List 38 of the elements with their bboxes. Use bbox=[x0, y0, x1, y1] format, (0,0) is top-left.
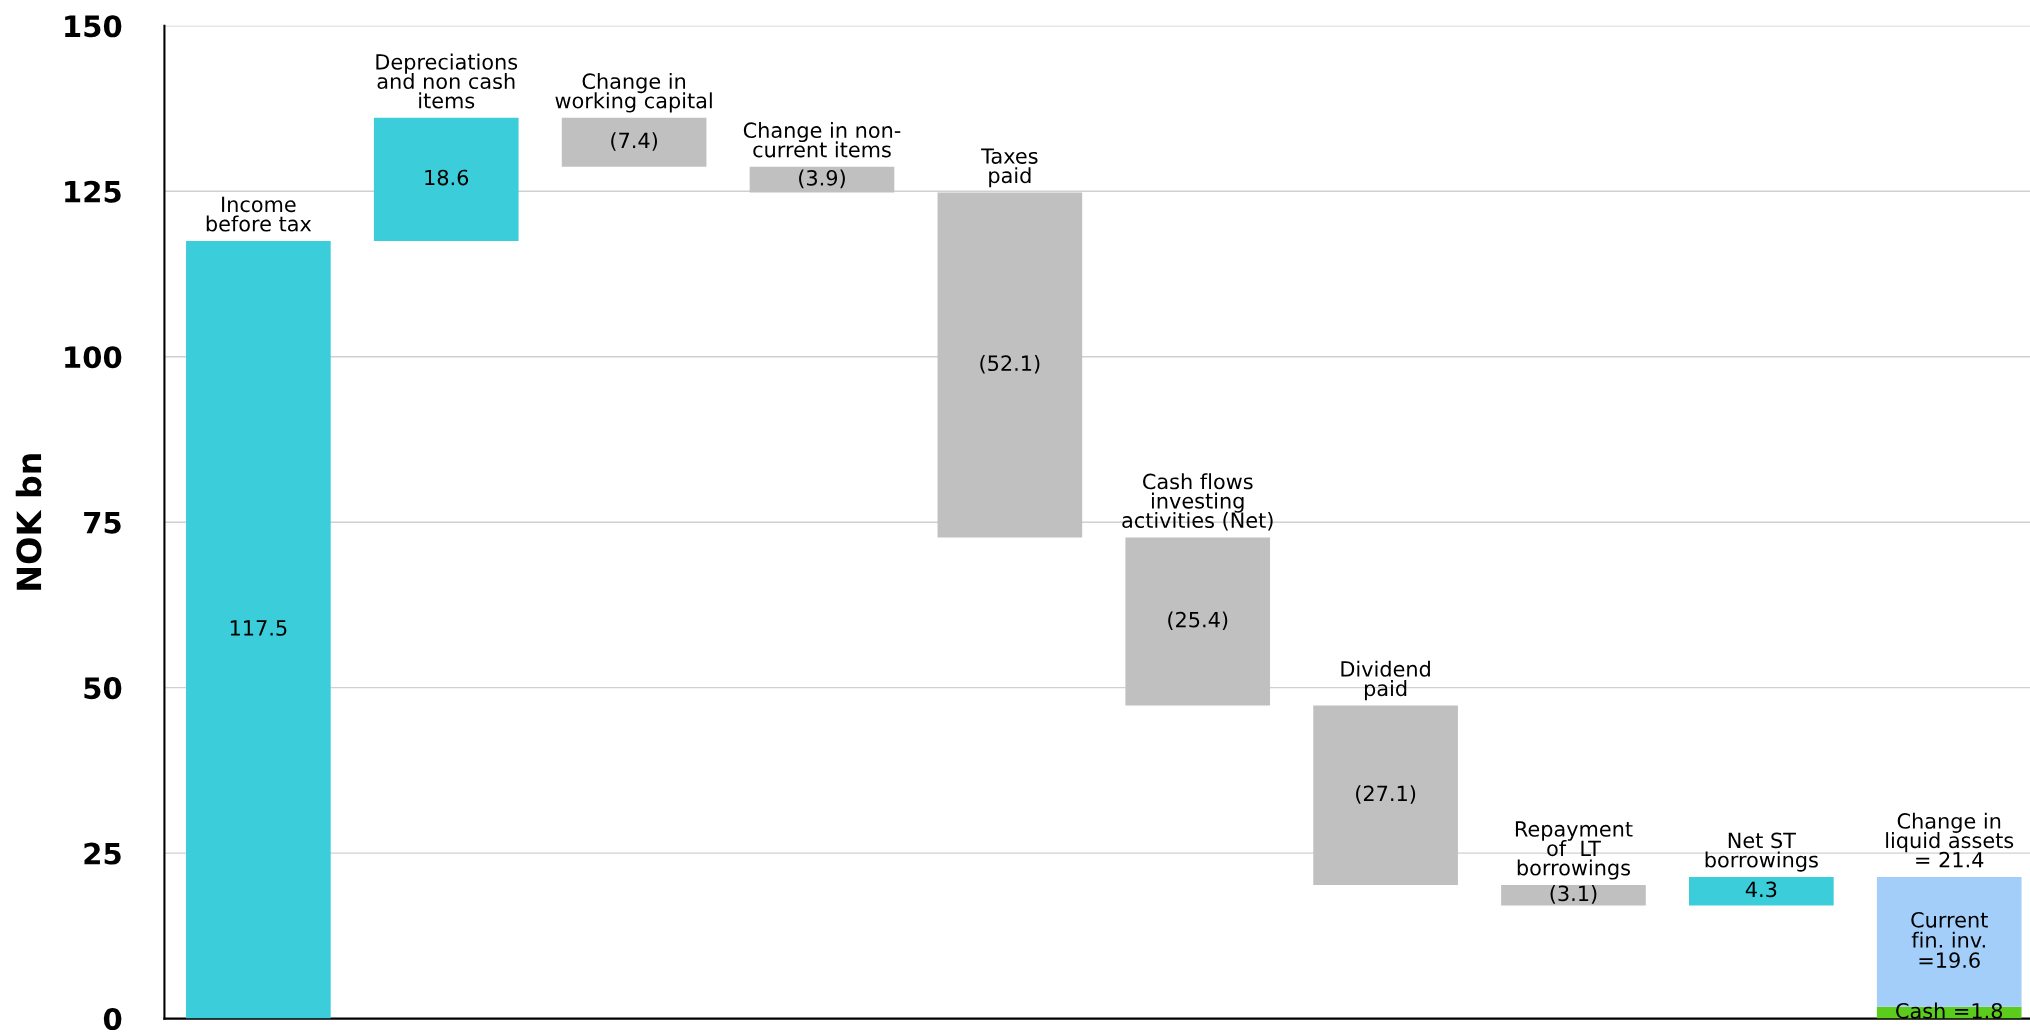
x-tick-label: Dividend paid bbox=[1341, 660, 1430, 701]
y-tick-label: 0 bbox=[103, 1008, 122, 1031]
x-tick-label: Cash flows investing activities (Net) bbox=[1122, 473, 1273, 531]
x-tick-label: Change in liquid assets = 21.4 bbox=[1886, 812, 2014, 868]
bar bbox=[186, 240, 331, 1019]
bar bbox=[937, 192, 1083, 538]
data-label: 4.3 bbox=[1745, 881, 1777, 898]
bar bbox=[561, 117, 707, 167]
data-label: (3.1) bbox=[1550, 885, 1597, 904]
x-tick-label: Repayment of LT borrowings bbox=[1515, 821, 1633, 880]
x-tick-label: Net ST borrowings bbox=[1705, 832, 1818, 872]
bar bbox=[1689, 876, 1834, 906]
x-tick-label: Depreciations and non cash items bbox=[376, 53, 518, 109]
y-tick-label: 125 bbox=[65, 180, 121, 203]
data-label: 117.5 bbox=[230, 620, 287, 636]
bar bbox=[1501, 884, 1646, 906]
y-tick-label: 25 bbox=[84, 842, 121, 865]
y-tick-label: 50 bbox=[84, 677, 122, 700]
data-label: (7.4) bbox=[611, 132, 658, 151]
bar bbox=[749, 166, 895, 193]
y-tick-label: 75 bbox=[84, 512, 121, 534]
data-label: (25.4) bbox=[1168, 611, 1228, 630]
y-tick-label: 100 bbox=[65, 346, 122, 369]
x-tick-label: Change in non- current items bbox=[743, 121, 901, 158]
data-label: Cash =1.8 bbox=[1896, 1002, 2003, 1019]
bar bbox=[1313, 705, 1458, 885]
data-label: (52.1) bbox=[980, 354, 1040, 374]
data-label: Current fin. inv. =19.6 bbox=[1911, 911, 1988, 969]
bar bbox=[1125, 537, 1271, 706]
data-label: (27.1) bbox=[1356, 785, 1416, 804]
x-tick-label: Taxes paid bbox=[981, 148, 1038, 188]
y-axis-title: NOK bn bbox=[15, 454, 42, 590]
data-label: (3.9) bbox=[799, 169, 845, 189]
bar bbox=[373, 117, 519, 241]
data-label: 18.6 bbox=[425, 169, 469, 186]
y-tick-label: 150 bbox=[65, 15, 122, 38]
x-tick-label: Change in working capital bbox=[555, 72, 712, 113]
x-tick-label: Income before tax bbox=[206, 196, 312, 232]
